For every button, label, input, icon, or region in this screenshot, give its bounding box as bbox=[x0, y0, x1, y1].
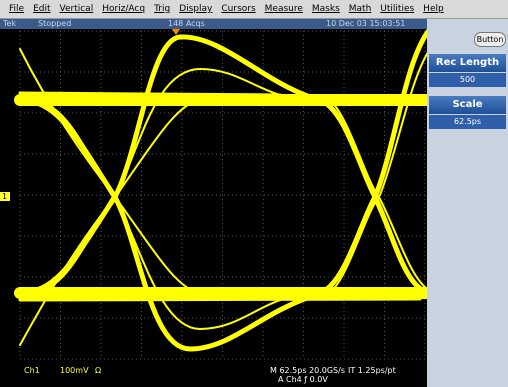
menu-item[interactable]: Masks bbox=[311, 4, 340, 14]
run-state: Stopped bbox=[38, 19, 72, 28]
scale-button[interactable]: Scale bbox=[429, 96, 506, 114]
horizontal: M 62.5ps 20.0GS/s bbox=[270, 366, 345, 375]
trigger: A Ch4 ƒ 0.0V bbox=[278, 375, 328, 384]
menu-item[interactable]: Trig bbox=[154, 4, 171, 14]
menu-item[interactable]: File bbox=[9, 4, 25, 14]
menu-item[interactable]: Help bbox=[423, 4, 444, 14]
button[interactable]: Button bbox=[474, 32, 506, 47]
menu-item[interactable]: Cursors bbox=[221, 4, 256, 14]
side-panel: Button Rec Length 500 Scale 62.5ps bbox=[427, 19, 508, 387]
menu-item[interactable]: Vertical bbox=[59, 4, 94, 14]
trigger-position bbox=[172, 29, 180, 35]
menu-item[interactable]: Math bbox=[348, 4, 372, 14]
rec-length-value[interactable]: 500 bbox=[429, 73, 506, 87]
scale-value[interactable]: 62.5ps bbox=[429, 115, 506, 129]
channel: Ch1 bbox=[24, 366, 40, 375]
timestamp: 10 Dec 03 15:03:51 bbox=[326, 19, 406, 28]
menu-item[interactable]: Horiz/Acq bbox=[102, 4, 146, 14]
menu-item[interactable]: Utilities bbox=[380, 4, 415, 14]
eye-diagram bbox=[14, 29, 427, 352]
menu-item[interactable]: Display bbox=[179, 4, 213, 14]
impedance: Ω bbox=[95, 366, 102, 375]
readout: Ch1 100mV Ω M 62.5ps 20.0GS/s IT 1.25ps/… bbox=[0, 360, 427, 387]
menu-bar: File Edit Vertical Horiz/Acq Trig Display Curs… bbox=[0, 0, 508, 19]
status-bar: Tek Stopped 148 Acqs 10 Dec 03 15:03:51 bbox=[0, 19, 427, 29]
menu-item[interactable]: Edit bbox=[33, 4, 51, 14]
menu-item[interactable]: Measure bbox=[264, 4, 303, 14]
acq-count: 148 Acqs bbox=[168, 19, 205, 28]
graticule: 1 bbox=[0, 29, 427, 360]
brand: Tek bbox=[3, 19, 17, 28]
rec-length-button[interactable]: Rec Length bbox=[429, 54, 506, 72]
channel-marker-bg bbox=[0, 192, 10, 201]
volts-per-div: 100mV bbox=[60, 366, 89, 375]
channel-marker: 1 bbox=[2, 192, 7, 201]
interval: IT 1.25ps/pt bbox=[348, 366, 396, 375]
